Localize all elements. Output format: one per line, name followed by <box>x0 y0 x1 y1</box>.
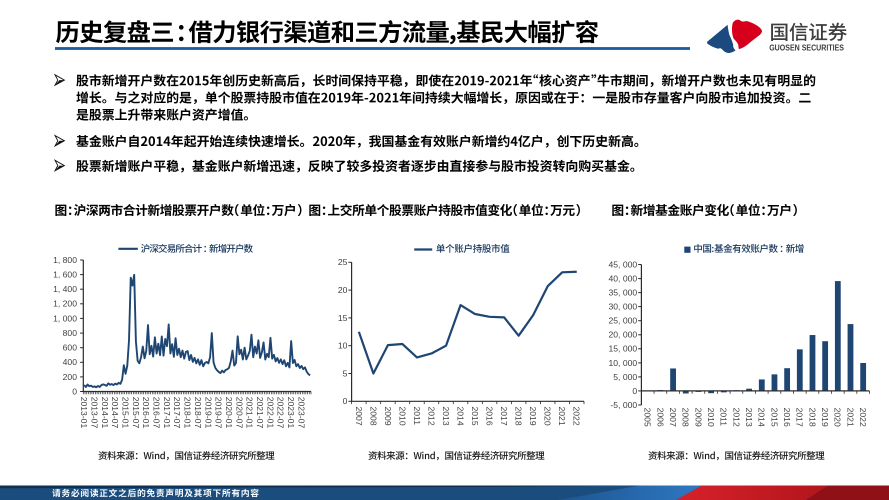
svg-text:2016-01: 2016-01 <box>141 397 151 429</box>
svg-text:35, 000: 35, 000 <box>609 288 638 298</box>
svg-text:25, 000: 25, 000 <box>609 316 638 326</box>
svg-text:2021: 2021 <box>557 407 567 426</box>
svg-text:2020-07: 2020-07 <box>234 397 244 429</box>
svg-text:2022: 2022 <box>858 408 868 427</box>
svg-text:2015-07: 2015-07 <box>131 397 141 429</box>
svg-text:2011: 2011 <box>412 407 422 426</box>
svg-text:15, 000: 15, 000 <box>609 344 638 354</box>
svg-text:2021-07: 2021-07 <box>255 397 265 429</box>
svg-text:2015-01: 2015-01 <box>121 397 131 429</box>
svg-text:2012: 2012 <box>426 407 436 426</box>
svg-text:2015: 2015 <box>769 408 779 427</box>
svg-text:2018: 2018 <box>514 407 524 426</box>
svg-text:2008: 2008 <box>681 408 691 427</box>
svg-text:2013: 2013 <box>441 407 451 426</box>
svg-text:2017-01: 2017-01 <box>162 397 172 429</box>
svg-text:2022: 2022 <box>572 407 582 426</box>
svg-text:2021-01: 2021-01 <box>245 397 255 429</box>
svg-text:2011: 2011 <box>719 408 729 427</box>
svg-text:2020: 2020 <box>543 407 553 426</box>
svg-text:2017-07: 2017-07 <box>172 397 182 429</box>
svg-text:2007: 2007 <box>354 407 364 426</box>
svg-text:5, 000: 5, 000 <box>613 372 637 382</box>
svg-text:2021: 2021 <box>845 408 855 427</box>
svg-text:800: 800 <box>63 328 78 338</box>
svg-text:200: 200 <box>63 372 78 382</box>
svg-text:2014-07: 2014-07 <box>110 397 120 429</box>
svg-text:2010: 2010 <box>706 408 716 427</box>
svg-text:5: 5 <box>343 368 348 378</box>
svg-text:2019-01: 2019-01 <box>203 397 213 429</box>
svg-text:10: 10 <box>338 341 348 351</box>
svg-text:1, 200: 1, 200 <box>53 299 77 309</box>
svg-text:2016-07: 2016-07 <box>152 397 162 429</box>
svg-text:1, 600: 1, 600 <box>53 270 77 280</box>
svg-text:20: 20 <box>338 285 348 295</box>
svg-text:2009: 2009 <box>383 407 393 426</box>
svg-text:2006: 2006 <box>655 408 665 427</box>
svg-text:1, 400: 1, 400 <box>53 284 77 294</box>
svg-text:2015: 2015 <box>470 407 480 426</box>
svg-text:2023-07: 2023-07 <box>296 397 306 429</box>
svg-text:2019-07: 2019-07 <box>214 397 224 429</box>
svg-text:2013: 2013 <box>744 408 754 427</box>
svg-text:400: 400 <box>63 357 78 367</box>
svg-text:10, 000: 10, 000 <box>609 358 638 368</box>
svg-text:1, 000: 1, 000 <box>53 313 77 323</box>
svg-text:600: 600 <box>63 343 78 353</box>
svg-text:25: 25 <box>338 257 348 267</box>
svg-text:2013-07: 2013-07 <box>89 397 99 429</box>
svg-text:2018-01: 2018-01 <box>183 397 193 429</box>
svg-text:2023-01: 2023-01 <box>286 397 296 429</box>
svg-text:2014: 2014 <box>455 407 465 426</box>
svg-text:40, 000: 40, 000 <box>609 273 638 283</box>
svg-text:2017: 2017 <box>499 407 509 426</box>
svg-text:2013-01: 2013-01 <box>79 397 89 429</box>
svg-text:2010: 2010 <box>397 407 407 426</box>
svg-text:2019: 2019 <box>820 408 830 427</box>
svg-text:2022-07: 2022-07 <box>276 397 286 429</box>
svg-text:2012: 2012 <box>731 408 741 427</box>
svg-text:2007: 2007 <box>668 408 678 427</box>
svg-text:2017: 2017 <box>795 408 805 427</box>
svg-text:2020: 2020 <box>833 408 843 427</box>
svg-text:2022-01: 2022-01 <box>265 397 275 429</box>
svg-text:2009: 2009 <box>693 408 703 427</box>
svg-text:2018-07: 2018-07 <box>193 397 203 429</box>
svg-text:2016: 2016 <box>485 407 495 426</box>
svg-text:2005: 2005 <box>643 408 653 427</box>
svg-text:1, 800: 1, 800 <box>53 255 77 265</box>
svg-text:2016: 2016 <box>782 408 792 427</box>
svg-text:2008: 2008 <box>368 407 378 426</box>
svg-text:2014: 2014 <box>757 408 767 427</box>
svg-text:0: 0 <box>343 396 348 406</box>
svg-text:0: 0 <box>72 386 77 396</box>
svg-text:20, 000: 20, 000 <box>609 330 638 340</box>
svg-text:2018: 2018 <box>807 408 817 427</box>
svg-text:15: 15 <box>338 313 348 323</box>
svg-text:2014-01: 2014-01 <box>100 397 110 429</box>
svg-text:2019: 2019 <box>528 407 538 426</box>
svg-text:GUOSEN SECURITIES: GUOSEN SECURITIES <box>769 44 844 53</box>
svg-text:2020-01: 2020-01 <box>224 397 234 429</box>
svg-text:0: 0 <box>632 386 637 396</box>
svg-text:30, 000: 30, 000 <box>609 302 638 312</box>
svg-text:-5, 000: -5, 000 <box>610 400 637 410</box>
svg-text:45, 000: 45, 000 <box>609 259 638 269</box>
